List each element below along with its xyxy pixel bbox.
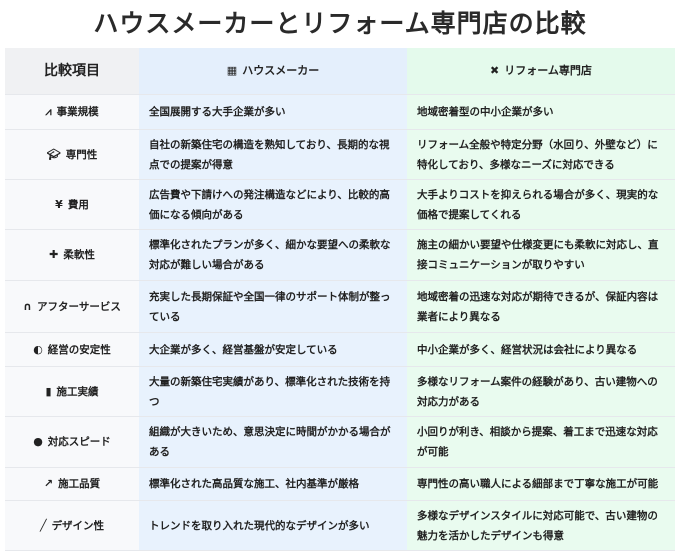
hammer-icon: ↗ <box>43 477 54 490</box>
row-label-cell: ⩘ 事業規模 <box>5 94 139 130</box>
row-label-cell: ╱ デザイン性 <box>5 500 139 551</box>
comparison-table: 比較項目 ▦ ハウスメーカー ✖ リフォーム専門店 ⩘ 事業規模 全国展開する大手企業… <box>5 48 675 551</box>
table-row: ↗ 施工品質 標準化された高品質な施工、社内基準が厳格 専門性の高い職人による細部… <box>5 467 675 501</box>
row-label-cell: ↗ 施工品質 <box>5 467 139 501</box>
table-header-row: 比較項目 ▦ ハウスメーカー ✖ リフォーム専門店 <box>5 48 675 95</box>
house-maker-cell: 充実した長期保証や全国一律のサポート体制が整っている <box>139 280 407 333</box>
table-row: ╱ デザイン性 トレンドを取り入れた現代的なデザインが多い 多様なデザインスタイル… <box>5 500 675 551</box>
row-label-cell: ◐ 経営の安定性 <box>5 332 139 367</box>
house-maker-cell: 標準化された高品質な施工、社内基準が厳格 <box>139 467 407 501</box>
table-row: 🎓︎ 専門性 自社の新築住宅の構造を熟知しており、長期的な視点での提案が得意 リフ… <box>5 129 675 180</box>
row-label: 専門性 <box>65 148 98 161</box>
row-label: 対応スピード <box>47 436 111 448</box>
reform-cell: 専門性の高い職人による細部まで丁寧な施工が可能 <box>407 467 675 501</box>
header-reform-label: リフォーム専門店 <box>504 64 592 77</box>
table-row: ∩ アフターサービス 充実した長期保証や全国一律のサポート体制が整っている 地域密… <box>5 280 675 333</box>
row-label: デザイン性 <box>51 519 105 532</box>
reform-cell: リフォーム全般や特定分野（水回り、外壁など）に特化しており、多様なニーズに対応で… <box>407 129 675 180</box>
row-label: アフターサービス <box>37 300 121 313</box>
row-label-cell: 🎓︎ 専門性 <box>5 129 139 180</box>
row-label: 経営の安定性 <box>47 343 111 356</box>
row-label: 施工品質 <box>58 478 101 490</box>
row-label: 事業規模 <box>56 106 99 118</box>
tools-icon: ✖ <box>490 64 500 77</box>
page-title: ハウスメーカーとリフォーム専門店の比較 <box>93 9 587 38</box>
table-row: ● 対応スピード 組織が大きいため、意思決定に時間がかかる場合がある 小回りが利き… <box>5 416 675 468</box>
clipboard-icon: ▮ <box>45 384 52 398</box>
yen-icon: ¥ <box>55 197 63 211</box>
house-maker-cell: 大量の新築住宅実績があり、標準化された技術を持つ <box>139 366 407 417</box>
header-reform: ✖ リフォーム専門店 <box>407 48 675 95</box>
row-label: 費用 <box>67 198 89 211</box>
reform-cell: 施主の細かい要望や仕様変更にも柔軟に対応し、直接コミュニケーションが取りやすい <box>407 229 675 281</box>
clock-icon: ● <box>33 435 43 448</box>
row-label-cell: ¥ 費用 <box>5 179 139 230</box>
row-label-cell: ● 対応スピード <box>5 416 139 468</box>
table-row: ⩘ 事業規模 全国展開する大手企業が多い 地域密着型の中小企業が多い <box>5 94 675 130</box>
reform-cell: 大手よりコストを抑えられる場合が多く、現実的な価格で提案してくれる <box>407 179 675 230</box>
house-maker-cell: トレンドを取り入れた現代的なデザインが多い <box>139 500 407 551</box>
table-row: ¥ 費用 広告費や下請けへの発注構造などにより、比較的高価になる傾向がある 大手よ… <box>5 179 675 230</box>
house-maker-cell: 大企業が多く、経営基盤が安定している <box>139 332 407 367</box>
reform-cell: 小回りが利き、相談から提案、着工まで迅速な対応が可能 <box>407 416 675 468</box>
header-house-maker-label: ハウスメーカー <box>242 64 320 77</box>
puzzle-icon: ✚ <box>49 248 59 261</box>
shield-icon: ◐ <box>33 342 43 356</box>
house-maker-cell: 自社の新築住宅の構造を熟知しており、長期的な視点での提案が得意 <box>139 129 407 180</box>
row-label-cell: ▮ 施工実績 <box>5 366 139 417</box>
reform-cell: 多様なデザインスタイルに対応可能で、古い建物の魅力を活かしたデザインも得意 <box>407 500 675 551</box>
house-maker-cell: 全国展開する大手企業が多い <box>139 94 407 130</box>
table-row: ▮ 施工実績 大量の新築住宅実績があり、標準化された技術を持つ 多様なリフォーム案… <box>5 366 675 417</box>
row-label-cell: ∩ アフターサービス <box>5 280 139 333</box>
house-maker-cell: 広告費や下請けへの発注構造などにより、比較的高価になる傾向がある <box>139 179 407 230</box>
house-maker-cell: 標準化されたプランが多く、細かな要望への柔軟な対応が難しい場合がある <box>139 229 407 281</box>
paintbrush-icon: ╱ <box>39 518 47 532</box>
reform-cell: 多様なリフォーム案件の経験があり、古い建物への対応力がある <box>407 366 675 417</box>
graduation-cap-icon: 🎓︎ <box>46 147 61 161</box>
header-house-maker: ▦ ハウスメーカー <box>139 48 407 95</box>
row-label: 柔軟性 <box>63 249 95 261</box>
table-row: ◐ 経営の安定性 大企業が多く、経営基盤が安定している 中小企業が多く、経営状況は… <box>5 332 675 367</box>
chart-line-icon: ⩘ <box>45 105 52 118</box>
house-maker-cell: 組織が大きいため、意思決定に時間がかかる場合がある <box>139 416 407 468</box>
reform-cell: 地域密着型の中小企業が多い <box>407 94 675 130</box>
reform-cell: 中小企業が多く、経営状況は会社により異なる <box>407 332 675 367</box>
reform-cell: 地域密着の迅速な対応が期待できるが、保証内容は業者により異なる <box>407 280 675 333</box>
header-item: 比較項目 <box>5 48 139 95</box>
row-label: 施工実績 <box>56 385 99 398</box>
row-label-cell: ✚ 柔軟性 <box>5 229 139 281</box>
building-icon: ▦ <box>226 64 238 77</box>
table-row: ✚ 柔軟性 標準化されたプランが多く、細かな要望への柔軟な対応が難しい場合がある … <box>5 229 675 281</box>
headset-icon: ∩ <box>23 299 33 313</box>
